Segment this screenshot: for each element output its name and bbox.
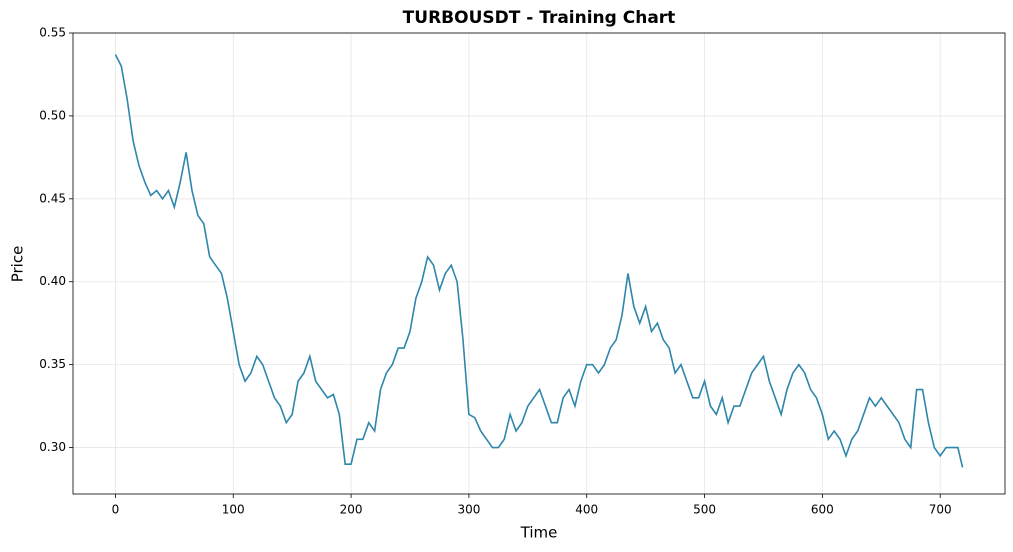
x-tick-label: 600: [811, 503, 834, 517]
x-tick-label: 400: [575, 503, 598, 517]
y-tick-label: 0.55: [39, 26, 66, 40]
plot-frame: [72, 32, 1006, 495]
y-tick-label: 0.35: [39, 357, 66, 371]
x-tick-label: 0: [112, 503, 120, 517]
chart-title: TURBOUSDT - Training Chart: [403, 8, 676, 28]
x-tick-label: 100: [222, 503, 245, 517]
price-line: [114, 54, 964, 468]
x-tick-label: 200: [340, 503, 363, 517]
x-tick-label: 700: [929, 503, 952, 517]
y-tick-label: 0.40: [39, 274, 66, 288]
y-tick-label: 0.50: [39, 108, 66, 122]
y-tick-label: 0.30: [39, 440, 66, 454]
x-tick-label: 500: [693, 503, 716, 517]
y-tick-label: 0.45: [39, 191, 66, 205]
y-axis-label: Price: [9, 246, 27, 283]
x-axis-label: Time: [520, 524, 558, 542]
x-tick-label: 300: [457, 503, 480, 517]
